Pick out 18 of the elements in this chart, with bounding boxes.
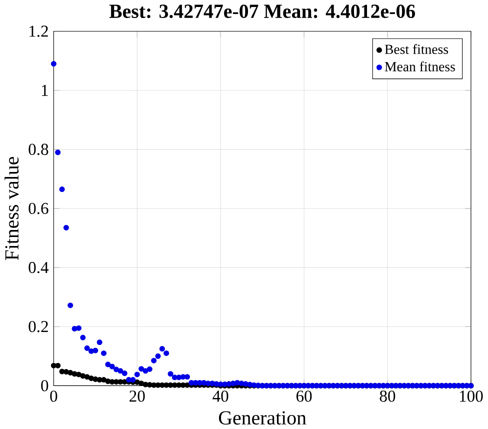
x-tick-label: 40 [212, 390, 228, 402]
chart-title: Best: 3.42747e-07 Mean: 4.4012e-06 [109, 4, 416, 18]
legend-label: Mean fitness [384, 61, 455, 72]
x-tick-label: 0 [50, 390, 58, 402]
y-tick-label: 0.2 [28, 320, 48, 332]
y-axis-title: Fitness value [4, 156, 19, 260]
x-tick-label: 100 [460, 390, 483, 402]
x-tick-label: 60 [296, 390, 312, 402]
y-tick-label: 1.2 [30, 26, 48, 37]
y-tick-label: 0 [41, 380, 48, 392]
y-tick-label: 1 [42, 84, 48, 96]
y-tick-label: 0.4 [28, 262, 49, 274]
x-axis-title: Generation [218, 411, 306, 425]
x-tick-label: 80 [380, 390, 396, 402]
legend-label: Best fitness [384, 44, 448, 54]
y-tick-label: 0.6 [28, 202, 48, 214]
y-tick-label: 0.8 [28, 144, 48, 155]
x-tick-label: 20 [130, 390, 145, 402]
